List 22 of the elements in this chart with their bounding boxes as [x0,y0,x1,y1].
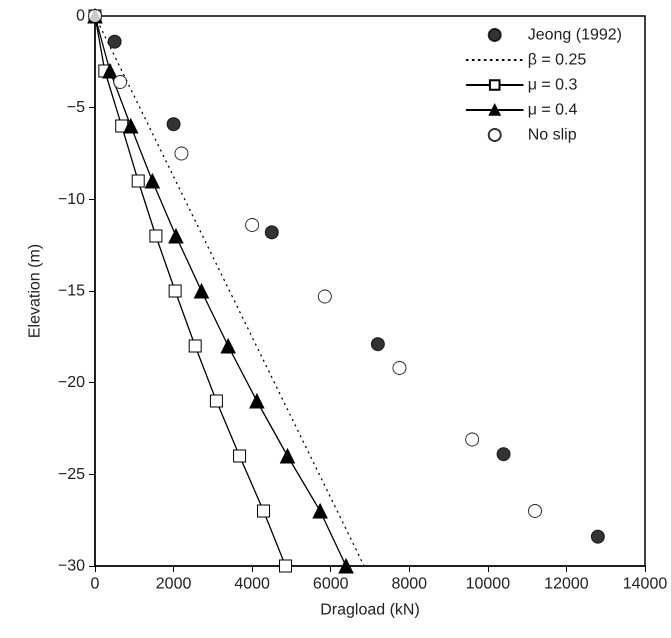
legend-label: Jeong (1992) [528,26,622,44]
y-tick-label: −30 [58,558,86,574]
y-axis-title: Elevation (m) [26,244,44,338]
legend-label: β = 0.25 [528,52,586,68]
legend-label: μ = 0.3 [528,76,578,94]
x-axis-title: Dragload (kN) [320,602,420,618]
x-tick-label: 12000 [544,576,589,592]
y-tick-label: −25 [58,466,86,483]
y-tick-label: 0 [76,8,86,24]
y-tick-label: −5 [66,99,86,116]
y-tick-label: −15 [58,282,86,300]
x-tick-label: 2000 [156,576,192,592]
x-tick-label: 14000 [622,576,668,592]
legend-label: μ = 0.4 [528,102,578,118]
y-tick-label: −20 [58,374,86,392]
x-tick-label: 10000 [466,576,510,592]
x-tick-label: 4000 [234,576,270,592]
y-tick-label: −10 [58,190,86,208]
legend-label: No slip [528,126,577,144]
x-tick-label: 0 [90,576,100,592]
x-tick-label: 8000 [391,576,428,592]
x-tick-label: 6000 [312,576,349,592]
